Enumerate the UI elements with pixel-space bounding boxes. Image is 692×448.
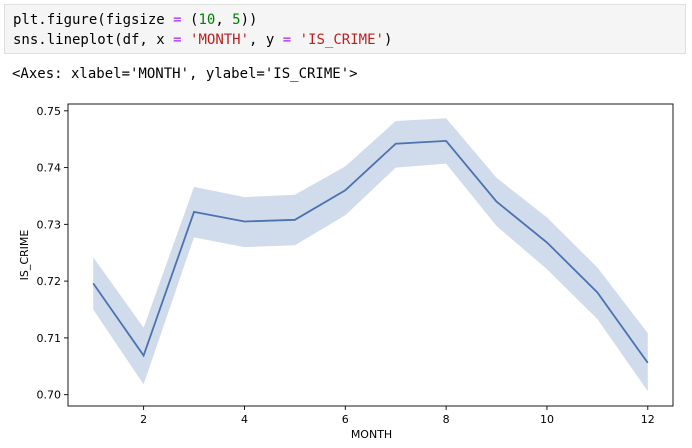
code-token: 'MONTH' — [190, 32, 250, 48]
code-line-1: plt.figure(figsize = (10, 5)) — [13, 10, 677, 30]
code-token: = — [173, 12, 182, 28]
x-tick-label: 6 — [342, 413, 349, 426]
x-tick-label: 2 — [140, 413, 147, 426]
y-tick-label: 0.71 — [37, 332, 62, 345]
code-token: 10 — [198, 12, 216, 28]
y-axis-label: IS_CRIME — [18, 230, 31, 281]
code-token: = — [173, 32, 182, 48]
plot-frame — [67, 103, 674, 407]
y-tick-label: 0.75 — [37, 105, 62, 118]
code-token: ( — [181, 12, 199, 28]
confidence-band — [93, 118, 648, 392]
code-line-2: sns.lineplot(df, x = 'MONTH', y = 'IS_CR… — [13, 30, 677, 50]
code-token: , y — [249, 32, 283, 48]
x-tick-label: 10 — [540, 413, 554, 426]
x-tick-label: 8 — [443, 413, 450, 426]
code-cell[interactable]: plt.figure(figsize = (10, 5)) sns.linepl… — [4, 4, 686, 54]
code-token: , — [215, 12, 233, 28]
x-tick-label: 4 — [241, 413, 248, 426]
code-token: = — [282, 32, 292, 48]
code-token: )) — [240, 12, 258, 28]
code-token — [182, 32, 190, 48]
y-tick-label: 0.74 — [37, 162, 62, 175]
x-tick-label: 12 — [641, 413, 655, 426]
code-token — [291, 32, 299, 48]
code-token: ) — [383, 32, 393, 48]
series-line — [92, 139, 649, 364]
code-token: 5 — [232, 12, 241, 28]
y-tick-label: 0.72 — [37, 275, 62, 288]
code-token: 'IS_CRIME' — [299, 32, 384, 48]
code-token: sns.lineplot(df, x — [13, 32, 174, 48]
x-axis-label: MONTH — [351, 428, 392, 441]
cell-output-text: <Axes: xlabel='MONTH', ylabel='IS_CRIME'… — [12, 66, 358, 82]
y-tick-label: 0.73 — [37, 218, 62, 231]
y-tick-label: 0.70 — [37, 389, 62, 402]
code-token: plt.figure(figsize — [13, 12, 174, 28]
line-chart: 2 4 6 8 10 12 0.70 0.71 0.72 0.73 0.74 0.75 MONTH IS_… — [18, 103, 674, 441]
